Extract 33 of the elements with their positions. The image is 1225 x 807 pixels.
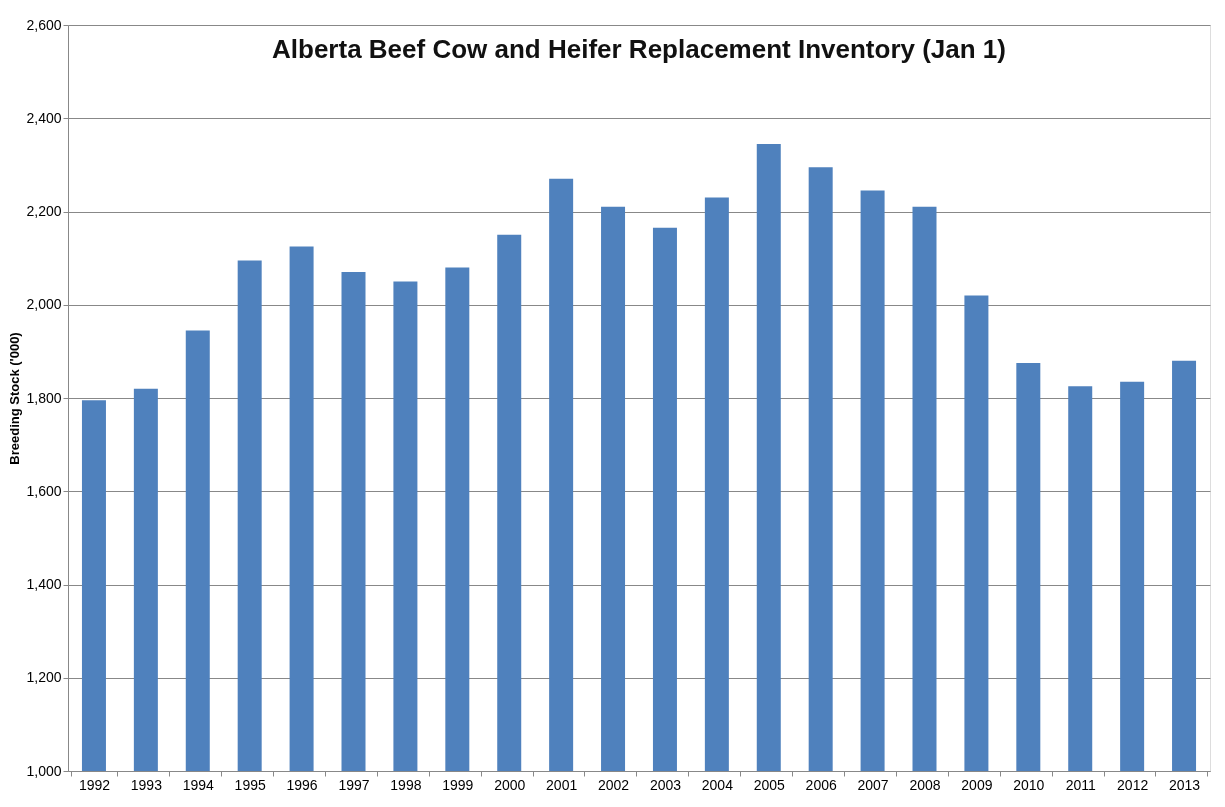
x-tick-label: 1993	[130, 776, 163, 793]
y-tick-label: 2,000	[26, 296, 62, 313]
chart-title: Alberta Beef Cow and Heifer Replacement Inventory (Jan 1)	[272, 34, 1006, 64]
x-tick-label: 1995	[234, 776, 266, 793]
x-tick-label: 2000	[494, 776, 526, 793]
x-tick-label: 1997	[338, 776, 370, 793]
x-tick-label: 1999	[442, 776, 474, 793]
x-tick-label: 2001	[546, 776, 578, 793]
x-tick-label: 1994	[182, 776, 215, 793]
x-tick-label: 2011	[1065, 776, 1096, 793]
y-tick-label: 2,200	[26, 203, 62, 219]
y-tick-label: 2,600	[26, 16, 62, 33]
x-tick-label: 2013	[1168, 776, 1201, 793]
y-tick-label: 1,800	[26, 389, 62, 406]
y-tick-label: 1,200	[26, 669, 62, 686]
x-tick-label: 2004	[701, 776, 734, 793]
x-tick-label: 2008	[909, 776, 941, 793]
y-tick-label: 1,000	[26, 762, 62, 779]
x-tick-label: 2010	[1013, 776, 1045, 793]
x-tick-label: 2006	[805, 776, 837, 793]
x-tick-label: 2002	[597, 776, 630, 793]
x-tick-label: 2003	[649, 776, 682, 793]
x-tick-label: 1992	[78, 776, 111, 793]
x-tick-label: 2005	[753, 776, 786, 793]
y-tick-label: 1,600	[26, 482, 62, 499]
y-tick-label: 1,400	[26, 576, 62, 592]
x-tick-label: 2009	[961, 776, 993, 793]
x-tick-label: 2007	[857, 776, 889, 793]
x-tick-label: 1996	[286, 776, 318, 793]
y-axis-title: Breeding Stock ('000)	[7, 332, 23, 465]
y-tick-label: 2,400	[26, 109, 62, 126]
x-tick-label: 2012	[1117, 776, 1149, 793]
x-tick-label: 1998	[390, 776, 422, 793]
